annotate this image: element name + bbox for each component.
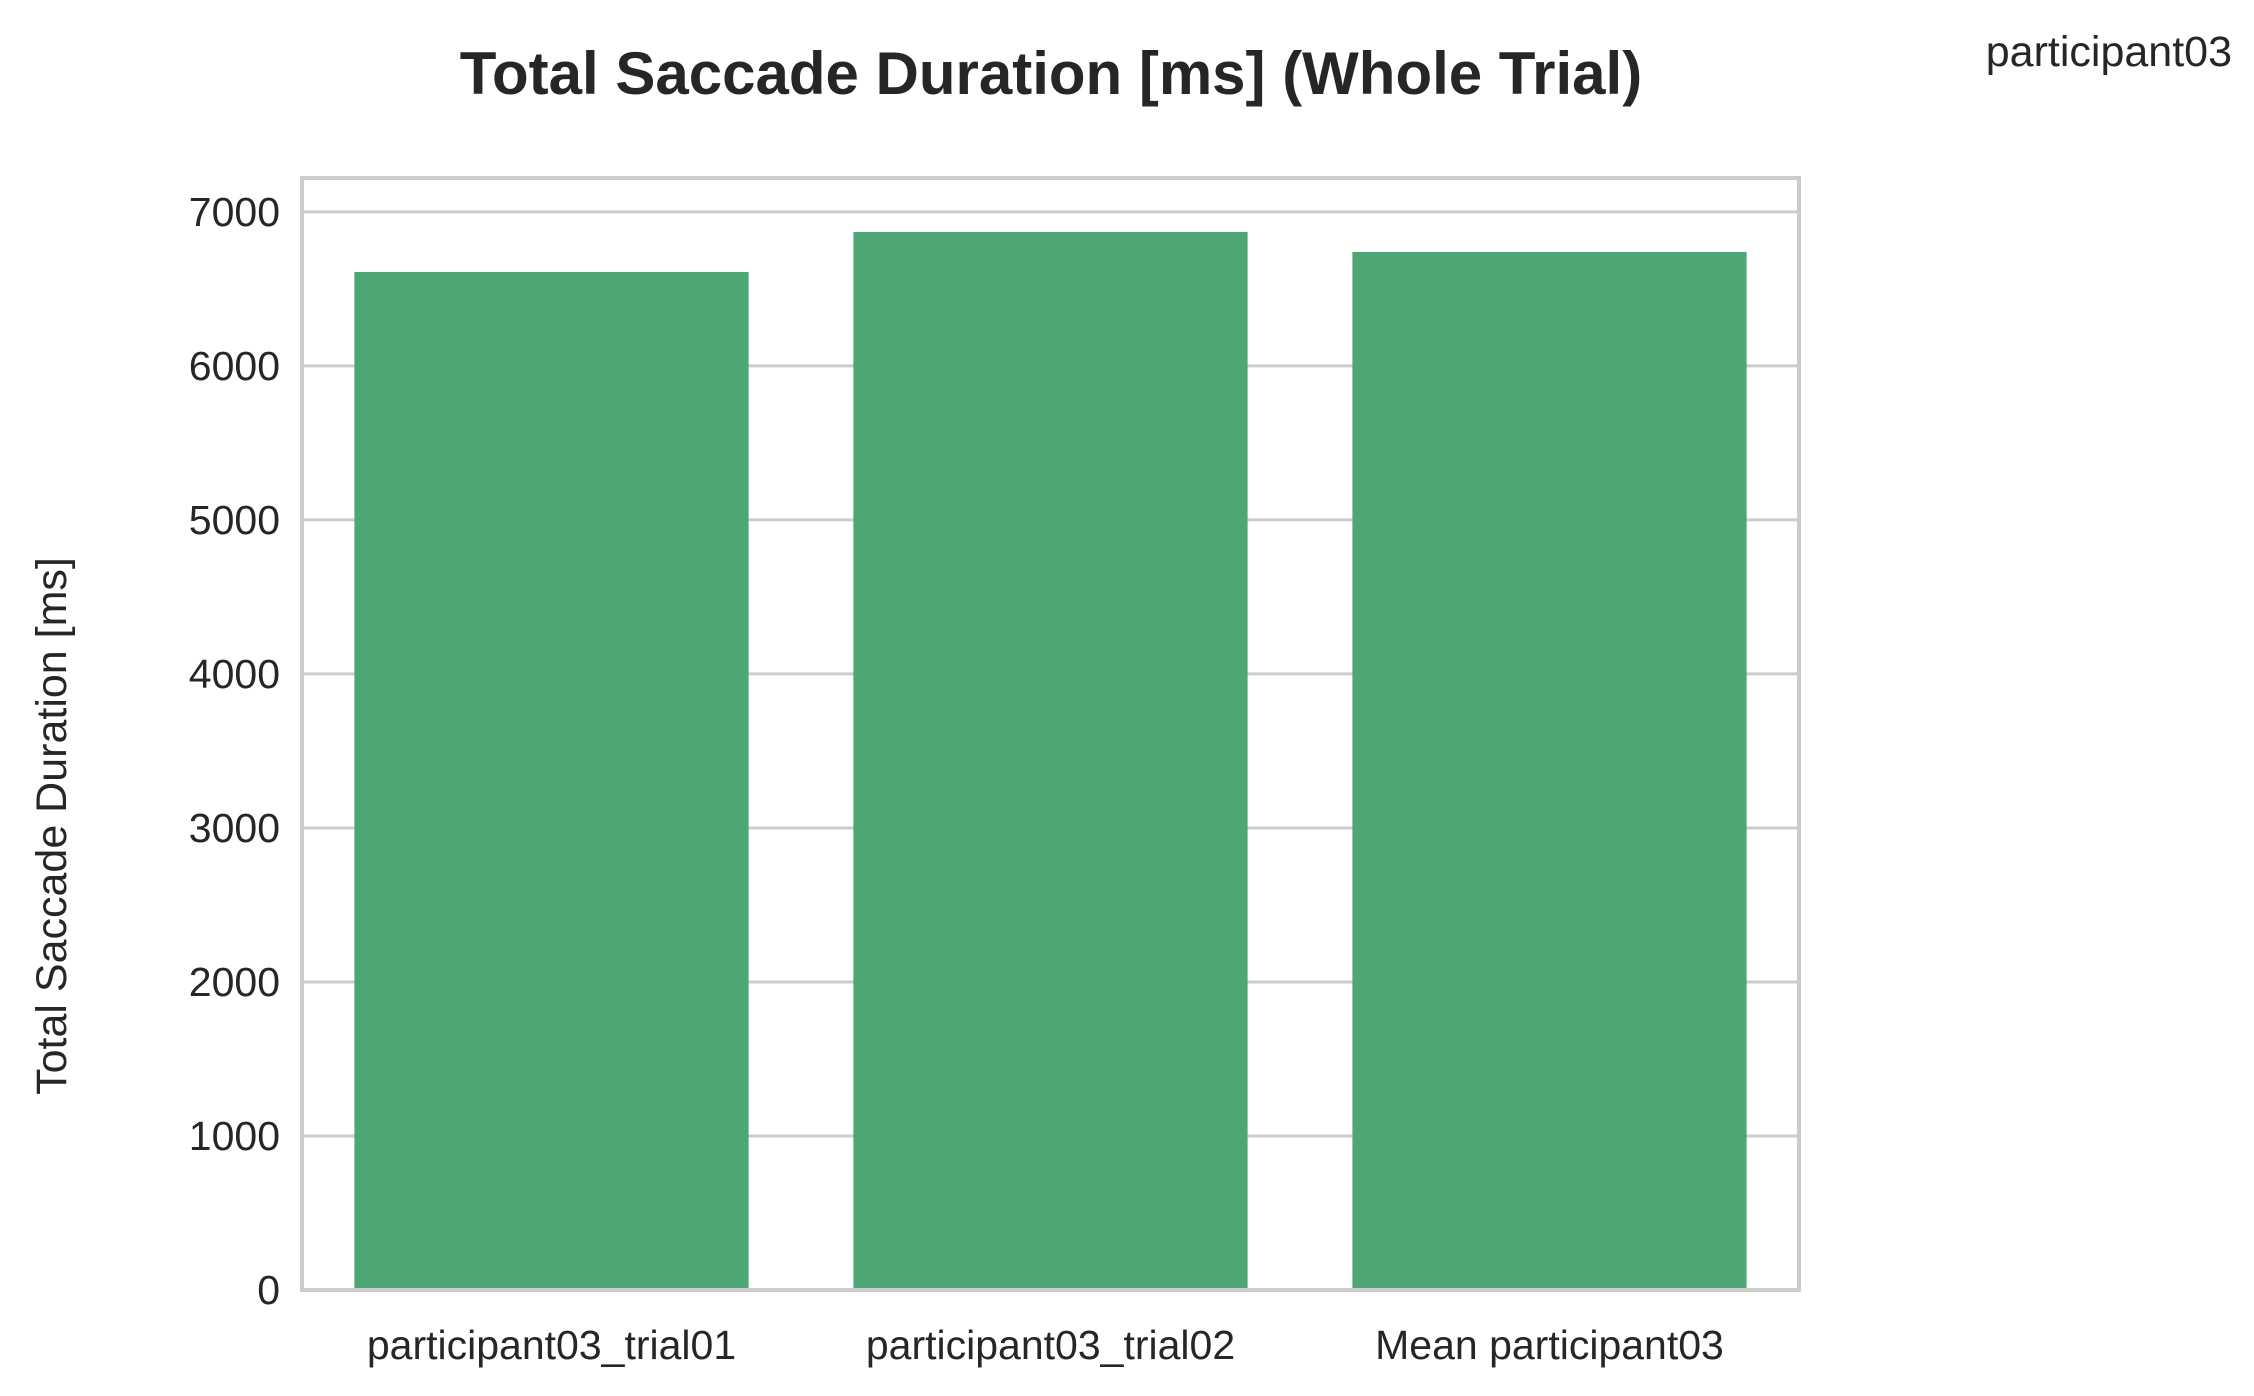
bar (1352, 251, 1747, 1290)
x-tick-label: participant03_trial01 (367, 1322, 736, 1368)
y-tick-label: 2000 (189, 959, 280, 1005)
x-tick-label: Mean participant03 (1375, 1322, 1724, 1368)
y-tick-label: 6000 (189, 343, 280, 389)
y-tick-label: 0 (257, 1267, 280, 1313)
bar (354, 271, 749, 1290)
x-tick-labels: participant03_trial01 participant03_trial… (367, 1322, 1724, 1368)
y-tick-labels: 0 1000 2000 3000 4000 5000 6000 7000 (189, 189, 280, 1313)
chart-title: Total Saccade Duration [ms] (Whole Trial… (460, 40, 1642, 107)
y-tick-label: 5000 (189, 497, 280, 543)
y-axis-label: Total Saccade Duration [ms] (28, 557, 76, 1095)
y-tick-label: 1000 (189, 1113, 280, 1159)
x-tick-label: participant03_trial02 (866, 1322, 1235, 1368)
plot-frame (300, 176, 1801, 1292)
y-tick-label: 7000 (189, 189, 280, 235)
bar (853, 231, 1248, 1291)
bars (354, 231, 1747, 1291)
corner-label: participant03 (1986, 28, 2232, 76)
y-tick-label: 3000 (189, 805, 280, 851)
y-tick-label: 4000 (189, 651, 280, 697)
